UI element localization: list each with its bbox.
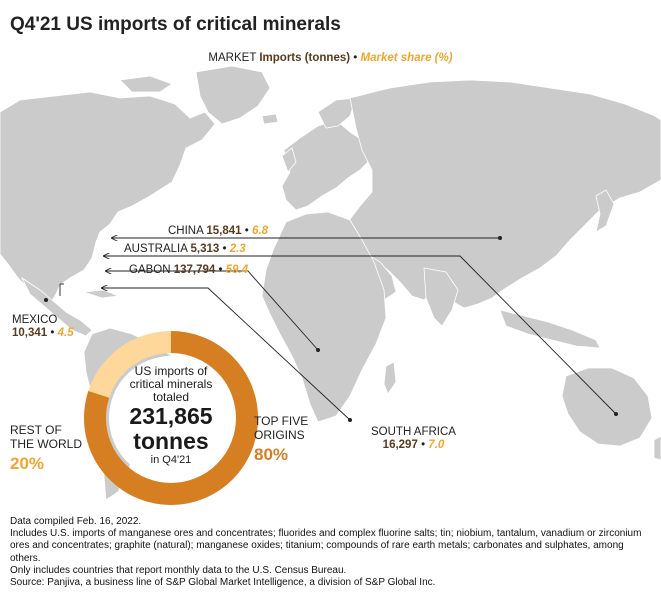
dot-south-africa — [348, 418, 352, 422]
note-compiled: Data compiled Feb. 16, 2022. — [10, 516, 142, 527]
legend-imports: Imports (tonnes) — [259, 52, 351, 64]
footnotes: Data compiled Feb. 16, 2022. Includes U.… — [10, 516, 655, 589]
uk-shape — [281, 147, 297, 173]
madagascar-shape — [383, 361, 397, 395]
top-label-2: ORIGINS — [254, 428, 305, 442]
japan-shape — [595, 189, 615, 233]
legend-share: Market share (%) — [360, 52, 453, 64]
mexico-separator: • — [50, 327, 55, 339]
dot-mexico — [44, 298, 48, 302]
central-america-shape — [20, 276, 93, 337]
gabon-separator: • — [218, 264, 223, 276]
label-gabon: GABON 137,794 • 59.4 — [129, 264, 248, 277]
south-africa-imports: 16,297 — [382, 439, 418, 451]
share-donut — [84, 331, 258, 505]
australia-name: AUSTRALIA — [124, 243, 188, 255]
map-title: Q4'21 US imports of critical minerals — [10, 14, 341, 35]
gabon-share: 59.4 — [225, 264, 249, 276]
top-label-1: TOP FIVE — [254, 414, 309, 428]
south-africa-separator: • — [421, 439, 426, 451]
gabon-imports: 137,794 — [173, 264, 216, 276]
australia-imports: 5,313 — [190, 243, 220, 255]
connector-south-africa — [102, 288, 351, 421]
iceland-shape — [261, 113, 279, 125]
arctic-islands-shape — [119, 75, 173, 93]
donut-center-text: US imports of critical minerals totaled … — [109, 365, 233, 468]
south-africa-name: SOUTH AFRICA — [371, 426, 456, 438]
greenland-shape — [195, 65, 271, 125]
donut-top-five — [84, 331, 258, 505]
origin-dots — [44, 236, 618, 422]
legend-separator: • — [353, 52, 358, 64]
note-only: Only includes countries that report mont… — [10, 564, 347, 576]
label-south-africa: SOUTH AFRICA 16,297 • 7.0 — [371, 426, 456, 452]
connector-lines — [59, 238, 617, 421]
donut-unit: tonnes — [133, 428, 209, 454]
label-mexico: MEXICO 10,341 • 4.5 — [12, 314, 74, 340]
rest-of-world-label: REST OF THE WORLD 20% — [10, 423, 82, 473]
donut-line-2: critical minerals — [129, 377, 213, 391]
china-name: CHINA — [168, 225, 204, 237]
gabon-name: GABON — [129, 264, 171, 276]
mexico-imports: 10,341 — [12, 327, 48, 339]
africa-shape — [261, 211, 387, 423]
scandinavia-shape — [317, 97, 357, 129]
dot-australia — [614, 412, 618, 416]
dot-china — [498, 236, 502, 240]
note-includes: Includes U.S. imports of manganese ores … — [10, 528, 642, 564]
donut-line-1: US imports of — [134, 364, 208, 378]
label-china: CHINA 15,841 • 6.8 — [168, 225, 268, 238]
china-share: 6.8 — [251, 225, 268, 237]
donut-period: in Q4'21 — [150, 454, 192, 466]
mexico-share: 4.5 — [57, 327, 74, 339]
legend-prefix: MARKET — [208, 52, 257, 64]
connector-australia — [104, 256, 617, 415]
mexico-name: MEXICO — [12, 314, 58, 326]
label-australia: AUSTRALIA 5,313 • 2.3 — [124, 243, 246, 256]
rest-label-1: REST OF — [10, 423, 62, 437]
top-pct: 80% — [254, 445, 289, 464]
note-source: Source: Panjiva, a business line of S&P … — [10, 577, 436, 589]
china-separator: • — [244, 225, 249, 237]
caribbean-shape — [83, 289, 120, 299]
southeast-asia-shape — [499, 309, 601, 349]
china-imports: 15,841 — [206, 225, 242, 237]
south-africa-share: 7.0 — [428, 439, 445, 451]
rest-pct: 20% — [10, 454, 45, 473]
donut-center — [109, 356, 233, 480]
map-legend: MARKET Imports (tonnes) • Market share (… — [0, 52, 661, 64]
rest-label-2: THE WORLD — [10, 437, 82, 451]
land-masses — [0, 65, 661, 501]
donut-line-3: totaled — [152, 390, 190, 404]
donut-total: 231,865 — [129, 403, 213, 429]
connector-gabon — [106, 271, 319, 351]
asia-shape — [347, 79, 661, 309]
australia-share: 2.3 — [229, 243, 246, 255]
india-shape — [423, 267, 459, 327]
dot-gabon — [316, 348, 320, 352]
top-five-label: TOP FIVE ORIGINS 80% — [254, 414, 308, 464]
new-zealand-shape — [653, 435, 661, 461]
australia-shape — [561, 367, 653, 447]
australia-separator: • — [222, 243, 227, 255]
